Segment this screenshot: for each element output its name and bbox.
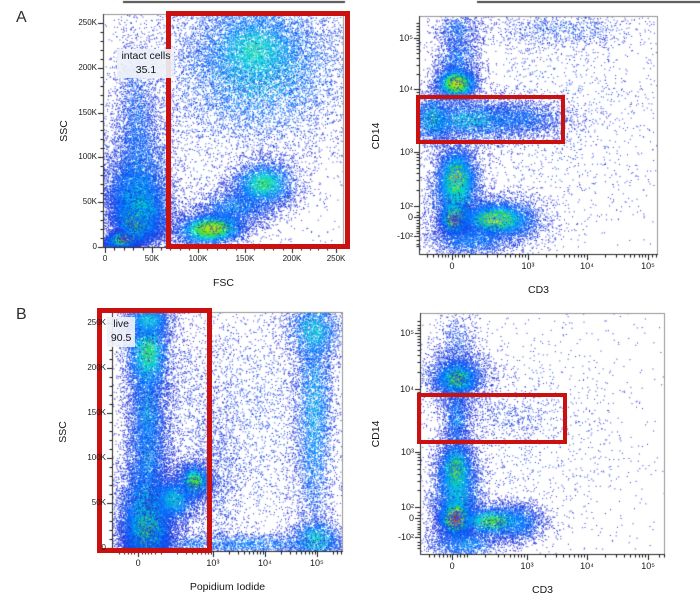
panel-letter-a: A bbox=[16, 9, 27, 26]
x-tick-label: 10⁴ bbox=[580, 561, 595, 571]
y-tick-label: 0 bbox=[407, 211, 413, 222]
gate-intact-cells bbox=[165, 10, 351, 249]
gate-live bbox=[97, 308, 213, 553]
y-tick-label: 100K bbox=[87, 452, 106, 462]
x-tick-label: 50K bbox=[144, 254, 160, 263]
panel-letter-b: B bbox=[16, 306, 27, 323]
x-tick-label: 10⁵ bbox=[641, 561, 655, 571]
gate-name: live bbox=[113, 318, 129, 331]
gate-label-live: live 90.5 bbox=[106, 317, 136, 347]
x-tick-label: 10⁵ bbox=[641, 261, 655, 271]
y-tick-label: 10⁵ bbox=[400, 328, 414, 339]
gate-percentage: 35.1 bbox=[135, 63, 157, 76]
gate-name: intact cells bbox=[121, 50, 171, 63]
y-tick-label: 100K bbox=[78, 152, 97, 162]
y-tick-label: 10⁴ bbox=[400, 383, 414, 394]
gate-cd14-band-bottom bbox=[417, 393, 568, 444]
x-axis-label-cd3: CD3 bbox=[531, 584, 554, 596]
x-tick-label: 150K bbox=[235, 254, 255, 263]
y-tick-label: 10³ bbox=[400, 446, 414, 457]
y-axis-label-ssc: SSC bbox=[58, 120, 70, 142]
y-tick-label: 10² bbox=[399, 201, 413, 211]
x-tick-label: 100K bbox=[188, 254, 208, 263]
x-tick-label: 200K bbox=[282, 254, 302, 263]
y-axis-label-ssc: SSC bbox=[57, 421, 69, 443]
x-tick-label: 0 bbox=[135, 558, 141, 568]
x-axis-label-fsc: FSC bbox=[213, 277, 234, 289]
y-tick-label: 10² bbox=[400, 502, 414, 513]
y-tick-label: 10⁵ bbox=[399, 32, 413, 43]
y-tick-label: 0 bbox=[101, 542, 106, 552]
x-tick-label: 10⁵ bbox=[310, 558, 324, 568]
x-tick-label: 0 bbox=[449, 261, 455, 271]
y-tick-label: 10⁴ bbox=[399, 83, 413, 94]
y-tick-label: 200K bbox=[87, 362, 106, 372]
x-tick-label: 0 bbox=[102, 254, 108, 263]
y-tick-label: 0 bbox=[408, 512, 414, 523]
x-tick-label: 250K bbox=[326, 254, 346, 263]
y-tick-label: 250K bbox=[87, 318, 106, 328]
y-tick-label: -10² bbox=[396, 230, 413, 241]
y-axis-label-cd14: CD14 bbox=[370, 420, 382, 448]
y-tick-label: 0 bbox=[92, 242, 97, 252]
y-axis-label-cd14: CD14 bbox=[370, 122, 382, 149]
y-tick-label: 10³ bbox=[399, 146, 413, 157]
y-tick-label: 200K bbox=[78, 62, 97, 72]
x-tick-label: 10⁴ bbox=[580, 261, 594, 271]
x-axis-label-cd3: CD3 bbox=[527, 284, 550, 296]
y-tick-label: 150K bbox=[87, 408, 106, 418]
y-tick-label: 250K bbox=[78, 17, 97, 27]
gate-label-intact-cells: intact cells 35.1 bbox=[117, 49, 175, 79]
x-axis-label-propidium-iodide: Popidium Iodide bbox=[189, 581, 266, 593]
gate-percentage: 90.5 bbox=[110, 331, 132, 344]
gate-cd14-band-top bbox=[416, 95, 566, 144]
x-tick-label: 0 bbox=[449, 561, 455, 571]
x-tick-label: 10³ bbox=[206, 558, 220, 568]
y-tick-label: 50K bbox=[91, 498, 106, 508]
y-tick-label: 150K bbox=[78, 107, 97, 117]
x-tick-label: 10⁴ bbox=[257, 558, 272, 568]
x-tick-label: 10³ bbox=[520, 561, 534, 571]
y-tick-label: -10² bbox=[397, 532, 414, 543]
x-tick-label: 10³ bbox=[521, 261, 535, 271]
y-tick-label: 50K bbox=[82, 197, 97, 207]
